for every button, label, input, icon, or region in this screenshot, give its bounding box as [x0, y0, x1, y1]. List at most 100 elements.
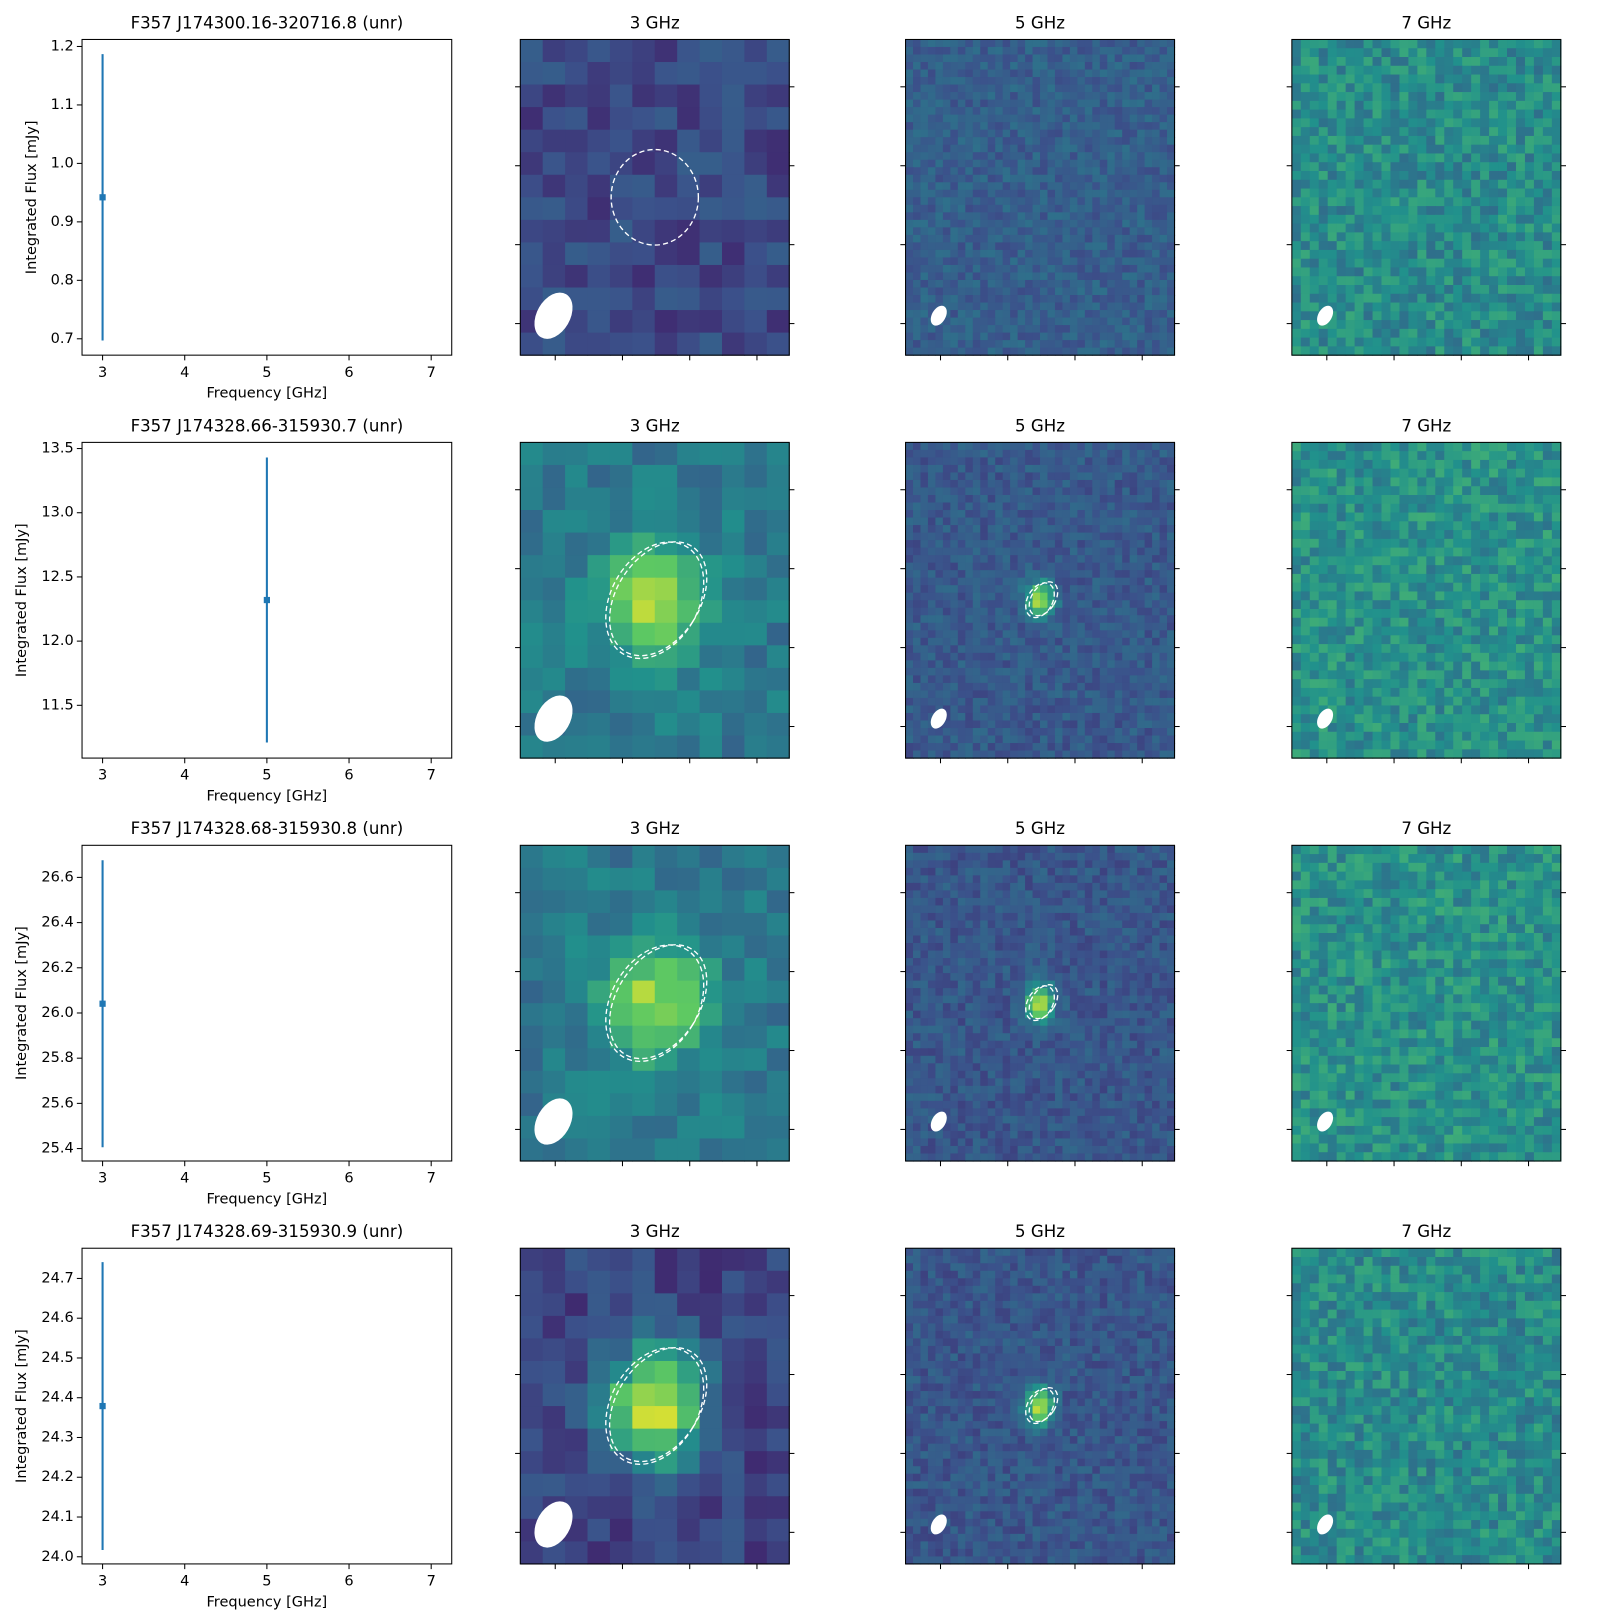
pixel [1114, 152, 1123, 161]
pixel [980, 332, 989, 341]
pixel [1092, 525, 1101, 534]
pixel [1336, 65, 1347, 76]
pixel [1524, 337, 1535, 348]
pixel [1453, 39, 1463, 49]
pixel [1129, 750, 1138, 759]
pixel [699, 287, 723, 311]
pixel [1408, 197, 1418, 207]
pixel [913, 555, 922, 564]
pixel [957, 577, 966, 586]
pixel [995, 287, 1004, 296]
pixel [1167, 234, 1176, 244]
pixel [1025, 487, 1034, 496]
pixel [1533, 346, 1544, 356]
pixel [1137, 204, 1146, 213]
pixel [1417, 223, 1427, 234]
pixel [1032, 712, 1041, 722]
pixel [654, 464, 678, 489]
pixel [1399, 477, 1410, 487]
pixel [1114, 227, 1123, 236]
pixel [905, 279, 914, 289]
pixel [980, 107, 989, 116]
pixel [1498, 477, 1508, 487]
pixel [1167, 99, 1176, 108]
pixel [1152, 652, 1161, 661]
pixel [1354, 232, 1365, 242]
pixel [1152, 92, 1161, 101]
pixel [1426, 477, 1436, 487]
pixel [1084, 720, 1093, 729]
pixel [1462, 144, 1472, 155]
pixel [1047, 630, 1056, 639]
pixel [721, 487, 746, 511]
pixel [942, 107, 951, 116]
pixel [1515, 530, 1526, 540]
pixel [1372, 92, 1383, 102]
pixel [1025, 242, 1034, 251]
pixel [1159, 107, 1168, 116]
pixel [1381, 328, 1392, 339]
pixel [1372, 267, 1383, 277]
pixel [1399, 442, 1410, 452]
pixel [1099, 675, 1108, 684]
pixel [942, 272, 951, 281]
pixel [587, 174, 611, 198]
pixel [1167, 310, 1176, 319]
pixel [920, 667, 929, 677]
pixel [957, 510, 966, 519]
pixel [1092, 182, 1101, 191]
pixel [1309, 328, 1320, 339]
pixel [1010, 46, 1019, 56]
pixel [972, 517, 981, 526]
pixel [1017, 317, 1026, 326]
pixel [1047, 675, 1056, 684]
pixel [1047, 54, 1056, 63]
pixel [950, 570, 959, 579]
pixel [942, 212, 951, 221]
pixel [1444, 74, 1454, 84]
pixel [1453, 74, 1463, 84]
pixel [1489, 249, 1499, 260]
pixel [1435, 442, 1445, 452]
pixel [1002, 502, 1011, 511]
pixel [1002, 62, 1011, 71]
x-axis-label: Frequency [GHz] [207, 788, 328, 804]
pixel [1099, 264, 1108, 274]
pixel [1010, 257, 1019, 266]
pixel [942, 325, 951, 334]
pixel [1107, 728, 1116, 737]
pixel [1372, 48, 1383, 58]
pixel [905, 295, 914, 304]
pixel [1047, 705, 1056, 714]
pixel [1318, 57, 1329, 67]
pixel [1002, 720, 1011, 729]
pixel [565, 219, 589, 244]
pixel [1354, 144, 1365, 155]
pixel [1069, 464, 1078, 474]
pixel [1524, 65, 1535, 76]
pixel [1099, 39, 1108, 48]
pixel [1462, 547, 1472, 558]
pixel [905, 750, 914, 759]
pixel [927, 122, 937, 131]
pixel [1300, 293, 1311, 304]
pixel [950, 62, 959, 71]
pixel [957, 212, 966, 221]
pixel [1480, 503, 1490, 514]
pixel [935, 697, 944, 707]
pixel [677, 197, 701, 221]
pixel [957, 652, 966, 661]
pixel [1408, 48, 1418, 58]
pixel [677, 152, 701, 176]
pixel [1092, 129, 1101, 138]
pixel [1032, 690, 1041, 699]
pixel [1498, 442, 1508, 452]
beam [930, 305, 947, 326]
pixel [1551, 293, 1562, 304]
pixel [905, 287, 914, 296]
pixel [1336, 162, 1347, 172]
pixel [1040, 144, 1049, 153]
pixel [1017, 279, 1026, 289]
pixel [1017, 660, 1026, 669]
pixel [927, 547, 937, 556]
